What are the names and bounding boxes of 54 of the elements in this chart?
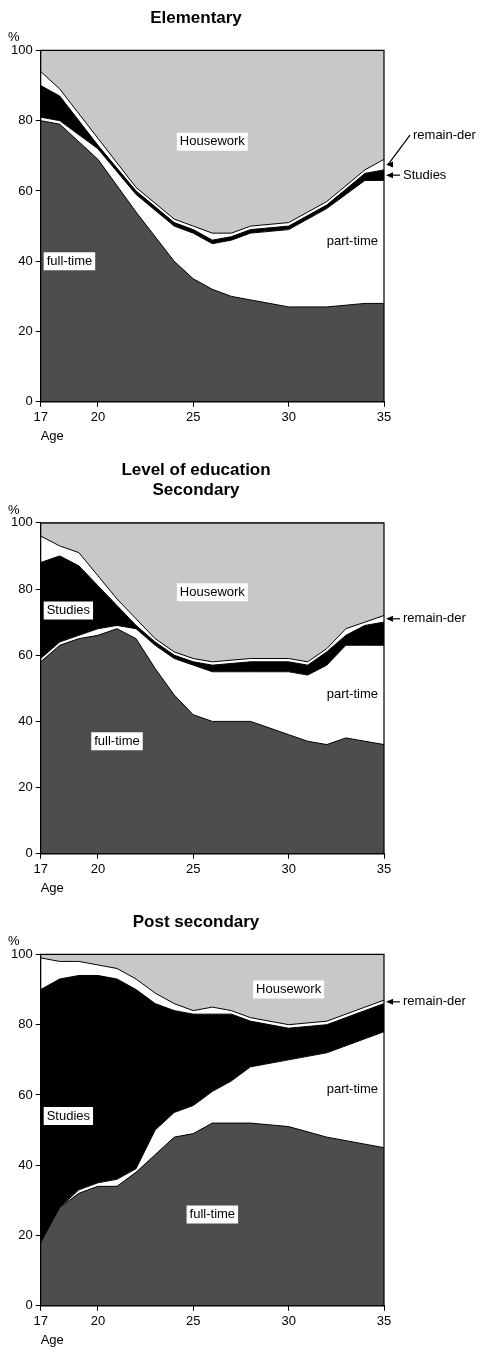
series-label: Studies (46, 1107, 91, 1123)
text: remain-der (413, 126, 477, 142)
x-tick-label: 25 (186, 861, 201, 877)
chart-title: Elementary (150, 7, 243, 27)
x-tick-label: 17 (33, 409, 48, 425)
series-label: full-time (46, 252, 93, 268)
y-tick-label: 80 (18, 112, 33, 128)
y-axis-title: % (8, 501, 20, 517)
series-label: full-time (189, 1206, 236, 1222)
y-tick-label: 40 (18, 712, 33, 728)
chart-title: Level of education (121, 459, 271, 479)
y-tick-label: 0 (25, 1297, 33, 1313)
series-label: Housework (256, 981, 322, 997)
x-axis-title: Age (40, 1331, 64, 1347)
x-tick-label: 25 (186, 1313, 201, 1329)
series-label: Housework (179, 133, 246, 149)
y-tick-label: 20 (18, 323, 33, 339)
y-tick-label: 40 (18, 252, 33, 268)
x-tick-label: 35 (376, 409, 392, 425)
x-tick-label: 17 (33, 861, 48, 877)
chart-title: Post secondary (132, 911, 260, 931)
series-label: part-time (326, 233, 378, 249)
y-tick-label: 60 (18, 646, 33, 662)
y-tick-label: 20 (18, 1227, 33, 1243)
x-tick-label: 20 (90, 409, 106, 425)
x-tick-label: 25 (186, 409, 201, 425)
chart-subtitle: Secondary (152, 480, 240, 500)
y-tick-label: 0 (25, 393, 33, 409)
legend-label: remain-der (403, 993, 467, 1009)
y-tick-label: 100 (10, 514, 33, 530)
x-tick-label: 20 (90, 861, 106, 877)
x-tick-label: 30 (281, 861, 296, 877)
x-tick-label: 30 (281, 1313, 296, 1329)
legend-label: Studies (403, 166, 447, 182)
y-tick-label: 40 (18, 1156, 33, 1172)
y-tick-label: 80 (18, 1016, 33, 1032)
series-label: part-time (326, 1081, 378, 1097)
series-label: Housework (179, 583, 246, 599)
y-tick-label: 60 (18, 182, 33, 198)
x-axis-title: Age (40, 427, 64, 443)
y-tick-label: 20 (18, 779, 33, 795)
x-tick-label: 30 (281, 409, 296, 425)
x-tick-label: 35 (376, 861, 392, 877)
x-tick-label: 35 (376, 1313, 392, 1329)
x-tick-label: 20 (90, 1313, 106, 1329)
legend-label: remain-der (403, 610, 467, 626)
series-label: full-time (94, 732, 140, 748)
series-label: part-time (326, 686, 378, 702)
x-axis-title: Age (40, 879, 64, 895)
x-tick-label: 17 (33, 1313, 48, 1329)
y-tick-label: 80 (18, 580, 33, 596)
series-label: Studies (46, 602, 91, 618)
y-tick-label: 0 (25, 845, 33, 861)
y-tick-label: 60 (18, 1086, 33, 1102)
